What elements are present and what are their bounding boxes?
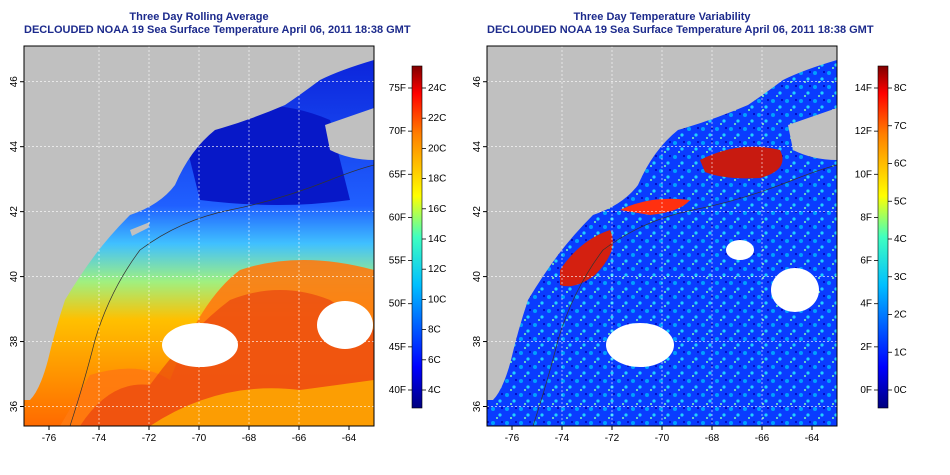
longitude-tick-label: -76: [42, 433, 57, 444]
colorbar-fahrenheit-label: 8F: [860, 212, 872, 223]
colorbar-celsius-label: 5C: [894, 196, 907, 207]
longitude-tick-label: -64: [342, 433, 357, 444]
latitude-tick-label: 36: [9, 401, 20, 413]
colorbar-celsius-label: 24C: [428, 83, 446, 94]
colorbar-celsius-label: 8C: [428, 325, 441, 336]
colorbar-fahrenheit-label: 50F: [389, 299, 406, 310]
colorbar-celsius-label: 16C: [428, 204, 446, 215]
right-cloud-mask: [726, 240, 754, 260]
latitude-tick-label: 44: [9, 141, 20, 153]
longitude-tick-label: -74: [92, 433, 107, 444]
colorbar-celsius-label: 22C: [428, 113, 446, 124]
longitude-tick-label: -72: [605, 433, 620, 444]
latitude-tick-label: 44: [472, 141, 483, 153]
colorbar-fahrenheit-label: 60F: [389, 212, 406, 223]
left-shelf-contour: [69, 164, 374, 426]
right-shelf-contour: [532, 164, 837, 426]
colorbar-celsius-label: 7C: [894, 121, 907, 132]
right-map-subtitle: DECLOUDED NOAA 19 Sea Surface Temperatur…: [487, 24, 874, 36]
colorbar-fahrenheit-label: 45F: [389, 342, 406, 353]
longitude-tick-label: -70: [655, 433, 670, 444]
colorbar-fahrenheit-label: 0F: [860, 385, 872, 396]
left-cloud-mask: [317, 301, 373, 349]
longitude-tick-label: -66: [755, 433, 770, 444]
left-sargasso: [150, 380, 374, 426]
left-gulf-of-maine: [180, 105, 350, 205]
colorbar-fahrenheit-label: 4F: [860, 299, 872, 310]
graticule: [24, 46, 837, 426]
colorbar-celsius-label: 6C: [428, 355, 441, 366]
latitude-tick-label: 40: [9, 271, 20, 283]
colorbar-fahrenheit-label: 70F: [389, 126, 406, 137]
latitude-tick-label: 36: [472, 401, 483, 413]
longitude-tick-label: -74: [555, 433, 570, 444]
colorbar-celsius-label: 3C: [894, 272, 907, 283]
colorbar-fahrenheit-label: 12F: [855, 126, 872, 137]
colorbar-celsius-label: 2C: [894, 310, 907, 321]
longitude-tick-label: -72: [142, 433, 157, 444]
colorbar-celsius-label: 8C: [894, 83, 907, 94]
latitude-tick-label: 40: [472, 271, 483, 283]
right-colorbar: [877, 65, 889, 409]
colorbar-fahrenheit-label: 2F: [860, 342, 872, 353]
longitude-tick-label: -66: [292, 433, 307, 444]
right-land: [487, 46, 837, 400]
right-high-variability-shelf: [620, 198, 690, 215]
right-cloud-mask: [606, 323, 674, 367]
longitude-tick-label: -68: [705, 433, 720, 444]
left-nova-scotia: [325, 108, 374, 160]
left-colorbar: [411, 65, 423, 409]
colorbar-fahrenheit-label: 14F: [855, 83, 872, 94]
colorbar-celsius-label: 20C: [428, 143, 446, 154]
colorbar-celsius-label: 1C: [894, 347, 907, 358]
right-map-title: Three Day Temperature Variability: [573, 11, 751, 23]
colorbar-celsius-label: 18C: [428, 174, 446, 185]
latitude-tick-label: 38: [9, 336, 20, 348]
colorbar-fahrenheit-label: 65F: [389, 169, 406, 180]
colorbar-celsius-label: 4C: [894, 234, 907, 245]
longitude-tick-label: -68: [242, 433, 257, 444]
latitude-tick-label: 42: [9, 206, 20, 218]
colorbar-celsius-label: 12C: [428, 264, 446, 275]
colorbar-fahrenheit-label: 40F: [389, 385, 406, 396]
latitude-tick-label: 46: [472, 76, 483, 88]
colorbar-fahrenheit-label: 55F: [389, 256, 406, 267]
colorbar-celsius-label: 4C: [428, 385, 441, 396]
right-cloud-mask: [771, 268, 819, 312]
colorbar-fahrenheit-label: 6F: [860, 256, 872, 267]
latitude-tick-label: 46: [9, 76, 20, 88]
longitude-tick-label: -70: [192, 433, 207, 444]
latitude-tick-label: 38: [472, 336, 483, 348]
colorbar-celsius-label: 0C: [894, 385, 907, 396]
left-map-title: Three Day Rolling Average: [129, 11, 269, 23]
longitude-tick-label: -76: [505, 433, 520, 444]
right-nova-scotia: [788, 108, 837, 160]
longitude-tick-label: -64: [805, 433, 820, 444]
left-map-subtitle: DECLOUDED NOAA 19 Sea Surface Temperatur…: [24, 24, 411, 36]
colorbar-celsius-label: 14C: [428, 234, 446, 245]
colorbar-celsius-label: 6C: [894, 159, 907, 170]
colorbar-celsius-label: 10C: [428, 294, 446, 305]
colorbar-fahrenheit-label: 10F: [855, 169, 872, 180]
left-land: [24, 46, 374, 400]
colorbar-fahrenheit-label: 75F: [389, 83, 406, 94]
latitude-tick-label: 42: [472, 206, 483, 218]
left-long-island: [130, 222, 150, 236]
left-cloud-mask: [162, 323, 238, 367]
right-high-variability-nj: [560, 230, 613, 287]
